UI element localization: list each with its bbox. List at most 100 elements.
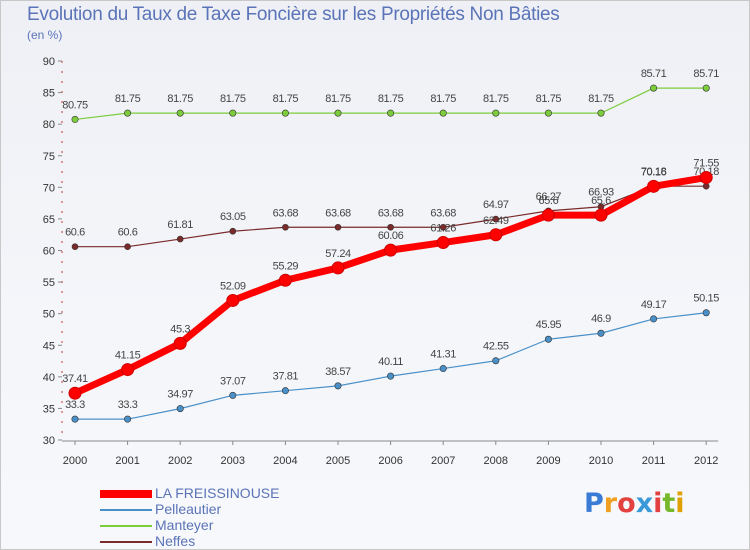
data-point (492, 109, 500, 117)
data-label: 66.27 (536, 191, 562, 203)
y-tick-label: 35 (43, 403, 55, 415)
data-label: 60.6 (65, 227, 85, 239)
data-label: 60.6 (118, 227, 138, 239)
data-point (702, 309, 710, 317)
data-point (544, 335, 552, 343)
data-label: 65.6 (591, 195, 611, 207)
data-label: 33.3 (118, 399, 138, 411)
data-point (436, 236, 450, 250)
data-point (544, 109, 552, 117)
data-point (124, 109, 132, 117)
data-point (68, 386, 82, 400)
data-label: 33.3 (65, 399, 85, 411)
data-point (124, 415, 132, 423)
data-point (176, 235, 184, 243)
data-point (176, 109, 184, 117)
chart-title: Evolution du Taux de Taxe Foncière sur l… (27, 4, 560, 25)
data-point (384, 243, 398, 257)
unit-label: (en %) (27, 28, 63, 42)
data-label: 45.3 (170, 323, 190, 335)
data-point (229, 391, 237, 399)
data-point (387, 109, 395, 117)
data-point (387, 372, 395, 380)
data-label: 50.15 (693, 293, 719, 305)
data-point (71, 415, 79, 423)
data-point (489, 228, 503, 242)
data-point (594, 208, 608, 222)
data-label: 37.81 (273, 371, 299, 383)
legend-swatch (100, 525, 152, 527)
data-label: 81.75 (378, 93, 404, 105)
data-label: 34.97 (167, 389, 193, 401)
data-label: 46.9 (591, 313, 611, 325)
y-tick-label: 80 (43, 119, 55, 131)
legend-swatch (100, 541, 152, 543)
data-label: 70.16 (641, 166, 667, 178)
data-label: 55.29 (273, 260, 299, 272)
data-label: 63.68 (325, 207, 351, 219)
data-label: 63.68 (273, 207, 299, 219)
data-label: 80.75 (62, 99, 88, 111)
data-label: 40.11 (378, 356, 403, 368)
proxiti-logo: Proxiti (584, 488, 685, 519)
data-label: 61.26 (430, 223, 456, 235)
data-point (71, 115, 79, 123)
x-tick-label: 2010 (589, 455, 613, 467)
x-tick-label: 2004 (273, 455, 297, 467)
x-tick-label: 2006 (378, 455, 402, 467)
data-point (439, 365, 447, 373)
y-tick-label: 50 (43, 309, 55, 321)
x-tick-label: 2011 (642, 455, 666, 467)
series-neffes: 60.6 60.6 61.81 63.05 63.68 63.68 63.68 63.68 64… (65, 166, 720, 251)
data-label: 65.6 (538, 195, 558, 207)
data-label: 66.93 (588, 187, 614, 199)
data-label: 81.75 (430, 93, 456, 105)
legend-label: Manteyer (155, 517, 214, 533)
data-label: 81.75 (115, 93, 141, 105)
data-label: 81.75 (483, 93, 509, 105)
data-point (331, 261, 345, 275)
data-point (334, 223, 342, 231)
y-tick-label: 40 (43, 372, 55, 384)
data-point (229, 227, 237, 235)
series-pelleautier: 33.3 33.3 34.97 37.07 37.81 38.57 40.11 41.31 42… (65, 293, 720, 423)
x-tick-label: 2001 (115, 455, 139, 467)
x-tick-label: 2009 (536, 455, 560, 467)
data-label: 37.41 (62, 373, 88, 385)
y-tick-label: 75 (43, 151, 55, 163)
data-label: 81.75 (167, 93, 193, 105)
data-point (282, 223, 289, 231)
y-tick-label: 60 (43, 246, 55, 258)
y-tick-label: 30 (43, 435, 55, 447)
data-label: 49.17 (641, 299, 667, 311)
y-tick-label: 85 (43, 88, 55, 100)
data-label: 41.15 (115, 350, 141, 362)
data-label: 71.55 (693, 158, 719, 170)
data-label: 70.18 (641, 166, 667, 178)
data-point (597, 109, 605, 117)
data-label: 63.05 (220, 211, 246, 223)
y-tick-label: 65 (43, 214, 55, 226)
data-point (124, 243, 131, 251)
data-label: 62.49 (483, 215, 509, 227)
y-tick-label: 70 (43, 182, 55, 194)
data-point (439, 223, 447, 231)
data-point (650, 84, 658, 92)
data-label: 81.75 (588, 93, 614, 105)
data-label: 42.55 (483, 341, 509, 353)
data-label: 85.71 (693, 68, 719, 80)
data-point (278, 273, 292, 287)
y-tick-label: 45 (43, 340, 55, 352)
data-label: 63.68 (378, 207, 404, 219)
data-label: 52.09 (220, 280, 246, 292)
y-tick-label: 90 (43, 56, 55, 68)
data-label: 45.95 (536, 319, 562, 331)
data-label: 81.75 (325, 93, 351, 105)
data-label: 81.75 (536, 93, 562, 105)
data-label: 64.97 (483, 199, 509, 211)
data-point (121, 363, 135, 377)
x-tick-label: 2005 (326, 455, 350, 467)
data-point (439, 109, 447, 117)
